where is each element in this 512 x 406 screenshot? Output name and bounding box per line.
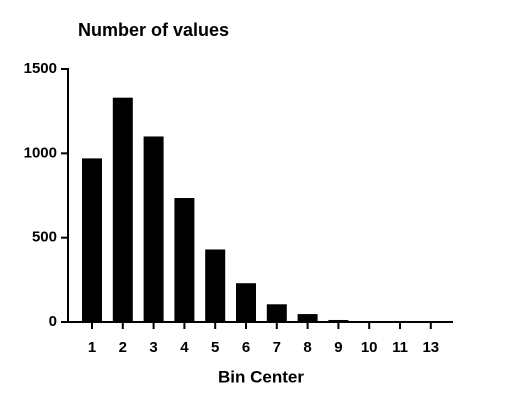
- y-tick-label: 1000: [24, 144, 57, 161]
- x-tick-label: 2: [119, 339, 127, 356]
- x-tick-label: 4: [180, 339, 189, 356]
- x-tick-label: 5: [211, 339, 219, 356]
- x-tick-label: 13: [422, 339, 439, 356]
- bar: [266, 304, 287, 322]
- x-tick-label: 11: [392, 339, 408, 356]
- chart-title: Number of values: [78, 20, 229, 40]
- bar: [143, 136, 164, 322]
- bar: [82, 158, 102, 322]
- x-axis-label: Bin Center: [218, 367, 304, 386]
- x-tick-label: 9: [334, 339, 342, 356]
- x-tick-label: 8: [303, 339, 311, 356]
- x-tick-label: 1: [88, 339, 96, 356]
- bar: [359, 321, 380, 322]
- bar: [328, 319, 349, 322]
- bar: [236, 283, 256, 322]
- y-tick-label: 1500: [24, 60, 57, 77]
- bar: [205, 249, 226, 322]
- x-tick-label: 6: [242, 339, 250, 356]
- x-tick-label: 7: [273, 339, 281, 356]
- y-tick-label: 500: [32, 229, 57, 246]
- bar: [112, 97, 133, 322]
- x-tick-label: 3: [149, 339, 157, 356]
- y-tick-label: 0: [49, 313, 57, 330]
- x-tick-label: 10: [361, 339, 378, 356]
- bar: [297, 314, 318, 322]
- bar: [174, 198, 195, 322]
